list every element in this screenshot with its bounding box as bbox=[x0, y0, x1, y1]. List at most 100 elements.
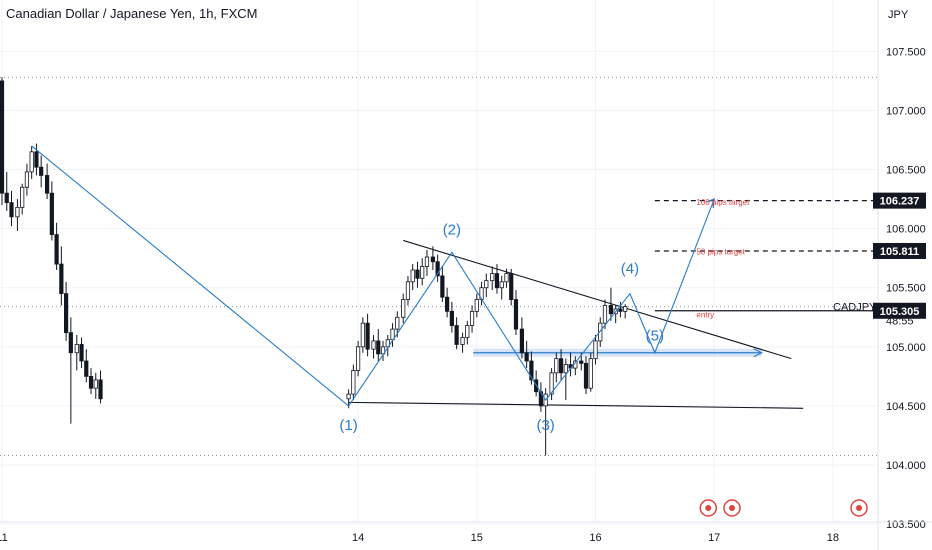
candle-body bbox=[430, 256, 435, 263]
candle-body bbox=[460, 336, 465, 345]
candle-body bbox=[351, 370, 356, 395]
candle-body bbox=[549, 372, 554, 395]
candle-body bbox=[469, 310, 475, 326]
candle-body bbox=[98, 379, 103, 400]
candle-body bbox=[420, 266, 425, 279]
candle-body bbox=[623, 306, 628, 312]
price-badge-text: 105.811 bbox=[880, 246, 919, 258]
candle-body bbox=[593, 340, 598, 360]
candle-body bbox=[29, 151, 34, 173]
candle-body bbox=[608, 305, 614, 315]
x-tick-label: 18 bbox=[827, 532, 839, 544]
candle-body bbox=[49, 192, 54, 235]
annotation-text: 50 pips target bbox=[696, 248, 745, 257]
candle-body bbox=[84, 360, 89, 377]
candle-body bbox=[63, 293, 69, 334]
annotation-text: entry bbox=[696, 310, 714, 319]
wave-label: (5) bbox=[646, 328, 664, 345]
candle-body bbox=[449, 310, 454, 326]
candle-body bbox=[54, 234, 59, 265]
candle-body bbox=[0, 80, 5, 194]
candle-body bbox=[484, 280, 489, 289]
candle-body bbox=[74, 344, 79, 354]
candle-body bbox=[15, 206, 20, 218]
candle-body bbox=[504, 273, 509, 283]
candle-body bbox=[34, 151, 39, 168]
candle-body bbox=[494, 273, 500, 289]
y-tick-label: 107.000 bbox=[886, 105, 926, 117]
candle-body bbox=[474, 299, 479, 312]
price-badge bbox=[873, 302, 926, 319]
candle-body bbox=[376, 340, 381, 355]
candle-body bbox=[4, 192, 9, 204]
candle-body bbox=[68, 332, 73, 354]
candle-body bbox=[618, 308, 623, 312]
candle-body bbox=[563, 364, 568, 374]
candle-body bbox=[360, 322, 365, 348]
candle-body bbox=[454, 325, 459, 345]
candle-body bbox=[519, 328, 525, 354]
candle-body bbox=[465, 325, 470, 338]
candle-body bbox=[588, 358, 593, 389]
trend-line bbox=[403, 239, 792, 360]
candle-body bbox=[405, 281, 411, 300]
x-tick-label: 14 bbox=[352, 532, 364, 544]
candle-body bbox=[401, 299, 406, 318]
candle-body bbox=[583, 362, 589, 389]
candle-body bbox=[79, 344, 84, 362]
currency-label: JPY bbox=[888, 9, 909, 21]
candle-body bbox=[524, 352, 529, 362]
y-tick-label: 106.000 bbox=[886, 224, 926, 236]
x-tick-label: 11 bbox=[0, 532, 8, 544]
candle-body bbox=[579, 360, 584, 364]
candle-body bbox=[435, 261, 440, 277]
elliott-wave-path bbox=[31, 145, 715, 407]
annotation-text: 100 pips target bbox=[696, 198, 750, 207]
y-tick-label: 107.500 bbox=[886, 46, 926, 58]
y-tick-label: 104.000 bbox=[886, 460, 926, 472]
candle-body bbox=[490, 273, 495, 282]
price-badge-text: 106.237 bbox=[880, 196, 920, 208]
y-tick-label: 106.500 bbox=[886, 165, 926, 177]
price-badge bbox=[873, 192, 926, 209]
candle-body bbox=[424, 256, 430, 267]
wave-label: (2) bbox=[443, 221, 461, 238]
candle-body bbox=[445, 296, 450, 312]
wave-label: (1) bbox=[339, 417, 357, 434]
candle-body bbox=[440, 275, 445, 298]
symbol-label: CADJPY bbox=[833, 302, 877, 314]
candle-body bbox=[415, 269, 420, 279]
candle-body bbox=[410, 269, 415, 283]
price-badge-text: 105.305 bbox=[880, 306, 920, 318]
wave-label: (3) bbox=[536, 417, 554, 434]
candle-body bbox=[602, 305, 608, 324]
x-tick-label: 16 bbox=[589, 532, 601, 544]
candle-body bbox=[554, 358, 559, 374]
price-badge bbox=[873, 242, 926, 259]
candle-body bbox=[558, 358, 564, 374]
target-arrow-head bbox=[705, 198, 715, 209]
candle-body bbox=[509, 273, 514, 300]
candle-body bbox=[598, 322, 603, 342]
x-tick-label: 15 bbox=[471, 532, 483, 544]
candle-body bbox=[346, 393, 351, 400]
candle-body bbox=[513, 299, 519, 330]
candle-body bbox=[45, 175, 50, 194]
candle-body bbox=[20, 186, 25, 208]
candle-body bbox=[365, 322, 370, 350]
candle-body bbox=[88, 375, 94, 389]
chart-title: Canadian Dollar / Japanese Yen, 1h, FXCM bbox=[6, 6, 258, 21]
zone-arrow-head bbox=[753, 348, 764, 358]
candle-body bbox=[9, 202, 14, 218]
wave-label: (4) bbox=[621, 261, 639, 278]
y-tick-label: 103.500 bbox=[886, 519, 926, 531]
y-tick-label: 105.500 bbox=[886, 283, 926, 295]
candle-body bbox=[59, 263, 64, 295]
event-icon-dot bbox=[856, 505, 863, 511]
candle-body bbox=[93, 379, 98, 389]
candle-body bbox=[24, 171, 30, 188]
candle-body bbox=[39, 166, 44, 176]
candle-body bbox=[529, 360, 534, 381]
event-icon-dot bbox=[705, 505, 712, 511]
